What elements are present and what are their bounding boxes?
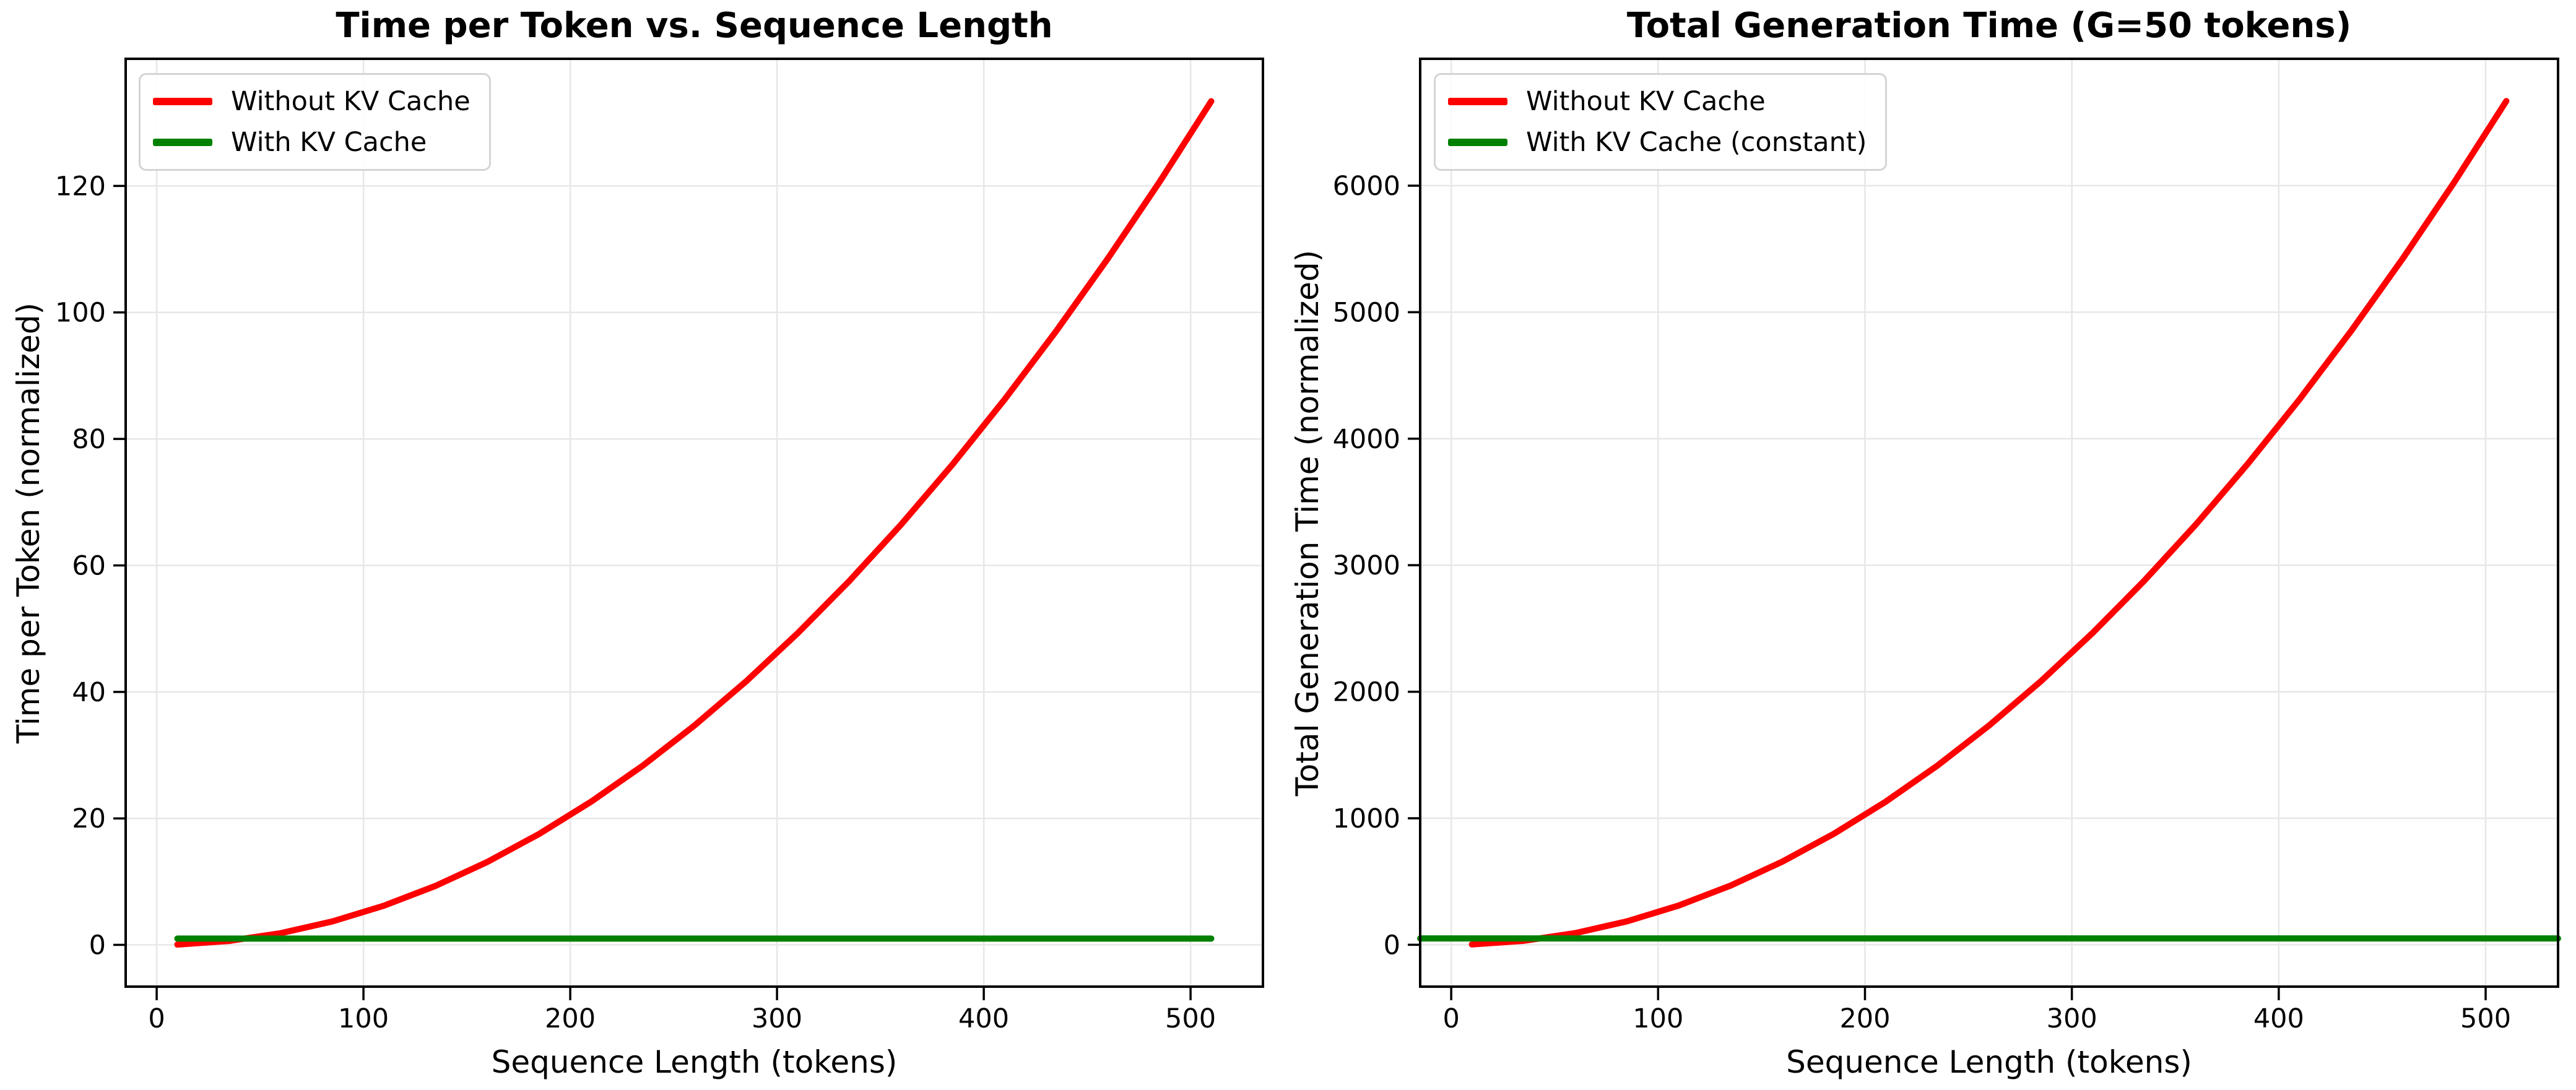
plot-border (1419, 58, 2559, 988)
chart1-title: Time per Token vs. Sequence Length (336, 6, 1053, 46)
chart2-x-axis-label: Sequence Length (tokens) (1786, 1044, 2192, 1080)
y-tick-label: 80 (72, 424, 106, 455)
y-tick-label: 60 (72, 550, 106, 581)
x-tick-label: 0 (148, 1003, 165, 1034)
y-tick-label: 4000 (1333, 424, 1400, 455)
x-tick-label: 200 (1839, 1003, 1890, 1034)
legend-item: Without KV Cache (153, 84, 471, 119)
legend-label: With KV Cache (231, 126, 427, 158)
legend-item: Without KV Cache (1448, 84, 1867, 119)
y-tick-label: 20 (72, 803, 106, 834)
y-tick-label: 100 (55, 298, 106, 329)
x-tick-label: 0 (1442, 1003, 1459, 1034)
chart1-legend: Without KV Cache With KV Cache (139, 73, 491, 171)
x-tick-label: 500 (1165, 1003, 1216, 1034)
legend-label: With KV Cache (constant) (1526, 126, 1867, 158)
x-tick-label: 100 (1633, 1003, 1683, 1034)
chart1-x-axis-label: Sequence Length (tokens) (491, 1044, 898, 1080)
series-line-without-kv-cache (174, 98, 1215, 948)
y-tick-label: 1000 (1333, 803, 1400, 834)
legend-label: Without KV Cache (231, 85, 471, 117)
legend-item: With KV Cache (153, 124, 471, 160)
y-tick-label: 5000 (1333, 297, 1400, 328)
series-line-without-kv-cache (1468, 98, 2510, 948)
y-tick-label: 40 (72, 677, 106, 708)
legend-item: With KV Cache (constant) (1448, 124, 1867, 160)
chart2-title: Total Generation Time (G=50 tokens) (1626, 6, 2352, 46)
chart2-legend: Without KV Cache With KV Cache (constant… (1434, 73, 1888, 171)
y-tick-label: 0 (89, 930, 106, 961)
y-tick-label: 6000 (1333, 171, 1400, 202)
legend-swatch-without-kv-cache (153, 98, 212, 105)
x-tick-label: 500 (2460, 1003, 2511, 1034)
y-tick-label: 3000 (1333, 550, 1400, 581)
x-tick-label: 100 (338, 1003, 389, 1034)
legend-swatch-without-kv-cache (1448, 98, 1507, 105)
x-tick-label: 300 (2047, 1003, 2097, 1034)
x-tick-label: 400 (958, 1003, 1009, 1034)
chart1-y-axis-label: Time per Token (normalized) (11, 302, 46, 744)
y-tick-label: 2000 (1333, 677, 1400, 708)
x-tick-label: 200 (545, 1003, 596, 1034)
legend-swatch-with-kv-cache (153, 139, 212, 146)
legend-swatch-with-kv-cache-constant (1448, 139, 1507, 146)
legend-label: Without KV Cache (1526, 85, 1766, 117)
x-tick-label: 300 (752, 1003, 802, 1034)
y-tick-label: 120 (55, 171, 106, 202)
plot-border (124, 58, 1264, 988)
chart2-y-axis-label: Total Generation Time (normalized) (1290, 249, 1325, 797)
x-tick-label: 400 (2253, 1003, 2304, 1034)
y-tick-label: 0 (1384, 930, 1400, 961)
